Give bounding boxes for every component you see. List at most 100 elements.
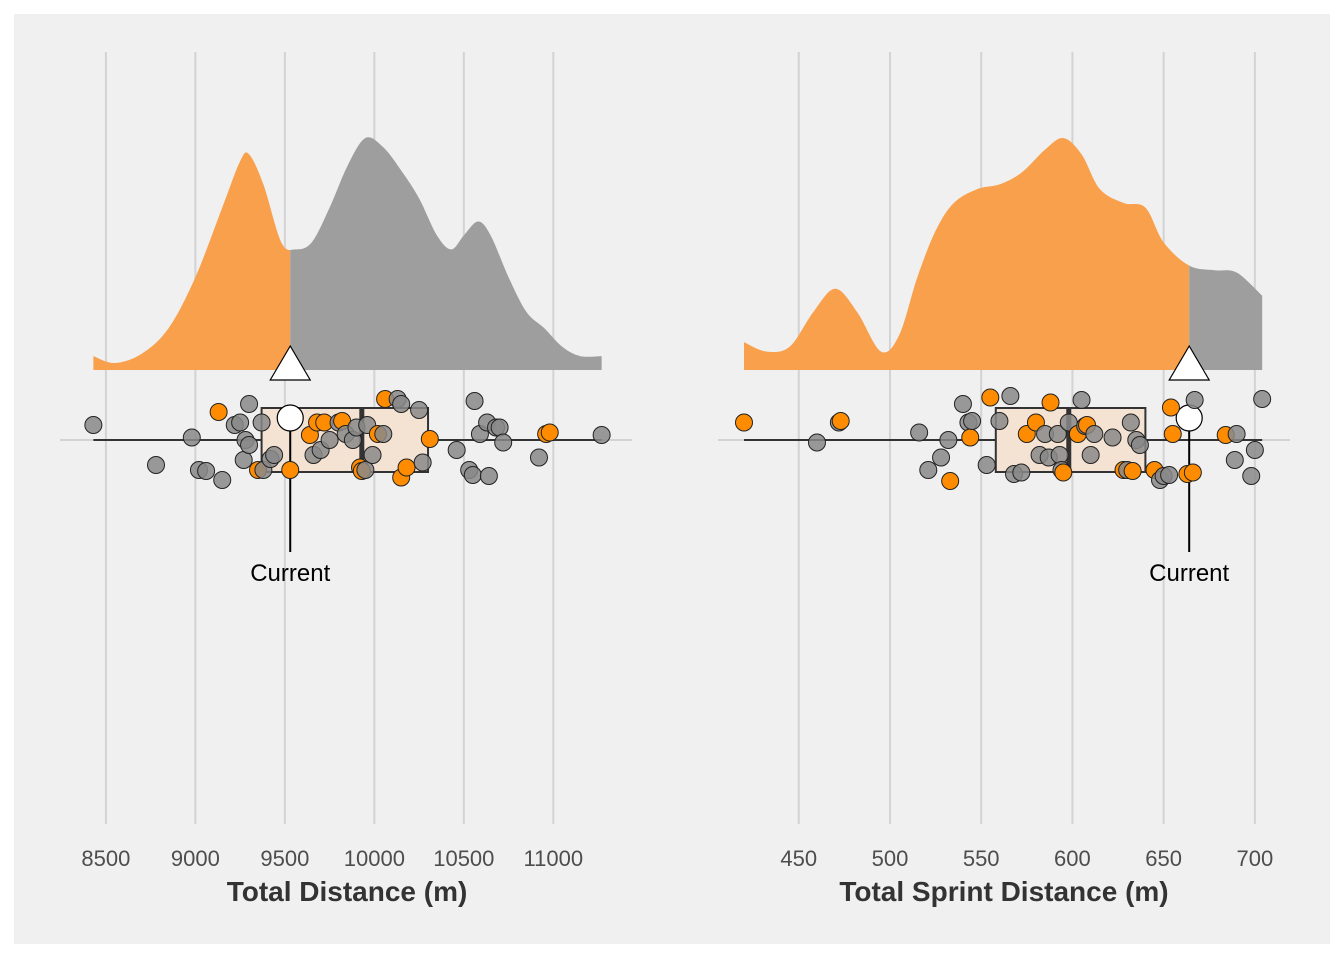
current-dot (276, 404, 304, 432)
point (953, 395, 972, 413)
point (529, 448, 548, 467)
highlight-point (831, 412, 850, 430)
point (479, 467, 498, 485)
point (1048, 425, 1067, 443)
point (1242, 467, 1261, 485)
x-tick-label: 10500 (433, 846, 494, 871)
point (592, 426, 611, 444)
facet-total-sprint-distance: 450 500 550 600 650 700 Total Sprint Distance… (718, 52, 1290, 907)
tick-labels: 450 500 550 600 650 700 (780, 846, 1273, 871)
density-above-current (1189, 265, 1263, 370)
point (363, 446, 382, 464)
highlight-point (420, 430, 439, 448)
current-label: Current (1149, 560, 1229, 587)
point (1081, 446, 1100, 464)
current-label: Current (250, 560, 330, 587)
point (463, 466, 482, 484)
highlight-point (540, 423, 559, 442)
point (240, 436, 259, 454)
point (910, 423, 929, 442)
point (1085, 425, 1104, 443)
point (1245, 441, 1264, 459)
point (807, 433, 826, 452)
point (939, 431, 958, 449)
highlight-point (941, 472, 960, 490)
current-marker-layer (269, 344, 312, 552)
density-above-current (290, 137, 602, 370)
point (1160, 466, 1179, 484)
highlight-point (1161, 398, 1180, 417)
point (490, 418, 509, 437)
point (392, 395, 411, 413)
point (197, 462, 216, 480)
current-dot (1175, 404, 1203, 432)
x-tick-label: 9000 (171, 846, 220, 871)
plot-panel (14, 14, 1330, 944)
point (234, 451, 253, 469)
point (1072, 391, 1091, 409)
point (213, 471, 232, 489)
points-layer (735, 387, 1272, 490)
highlight-point (1163, 425, 1182, 443)
highlight-point (281, 461, 300, 479)
point (494, 433, 513, 452)
highlight-point (961, 428, 980, 447)
point (990, 412, 1009, 430)
point (465, 392, 484, 410)
density-layer (744, 137, 1263, 370)
point (447, 441, 466, 459)
point (1050, 446, 1069, 464)
point (1253, 390, 1272, 408)
facet-total-distance: 8500 9000 9500 10000 10500 11000 Total Distan… (60, 52, 632, 907)
highlight-point (397, 458, 416, 477)
point (182, 428, 201, 447)
x-axis-label: Total Distance (m) (227, 876, 468, 907)
point (1103, 428, 1122, 447)
point (147, 456, 166, 474)
highlight-point (1123, 462, 1142, 480)
point (265, 446, 284, 464)
point (356, 461, 375, 479)
density-layer (93, 137, 602, 370)
point (932, 448, 951, 467)
point (413, 453, 432, 472)
point (1012, 463, 1031, 482)
point (1130, 436, 1149, 454)
point (919, 461, 938, 479)
x-tick-label: 550 (963, 846, 1000, 871)
point (410, 401, 429, 419)
current-triangle (269, 344, 312, 381)
highlight-point (1041, 393, 1060, 412)
point (84, 416, 103, 434)
x-tick-label: 9500 (260, 846, 309, 871)
point (977, 456, 996, 474)
x-tick-label: 450 (780, 846, 817, 871)
points-layer (84, 390, 611, 489)
point (963, 412, 982, 430)
highlight-point (981, 388, 1000, 407)
x-tick-label: 700 (1237, 846, 1274, 871)
point (1001, 387, 1020, 405)
point (1185, 391, 1204, 409)
highlight-point (1183, 463, 1202, 482)
point (374, 425, 393, 443)
x-tick-label: 600 (1054, 846, 1091, 871)
density-below-current (744, 137, 1190, 370)
point (1225, 451, 1244, 469)
x-axis-label: Total Sprint Distance (m) (839, 876, 1168, 907)
x-tick-label: 10000 (344, 846, 405, 871)
tick-labels: 8500 9000 9500 10000 10500 11000 (81, 846, 583, 871)
point (1227, 425, 1246, 443)
point (231, 413, 250, 432)
point (1121, 413, 1140, 432)
point (320, 431, 339, 449)
current-marker-layer (1168, 344, 1211, 552)
x-tick-label: 8500 (81, 846, 130, 871)
highlight-point (209, 403, 228, 421)
x-tick-label: 11000 (524, 846, 584, 871)
density-below-current (93, 152, 291, 370)
current-triangle (1168, 344, 1211, 381)
point (240, 395, 259, 413)
x-tick-label: 650 (1145, 846, 1182, 871)
